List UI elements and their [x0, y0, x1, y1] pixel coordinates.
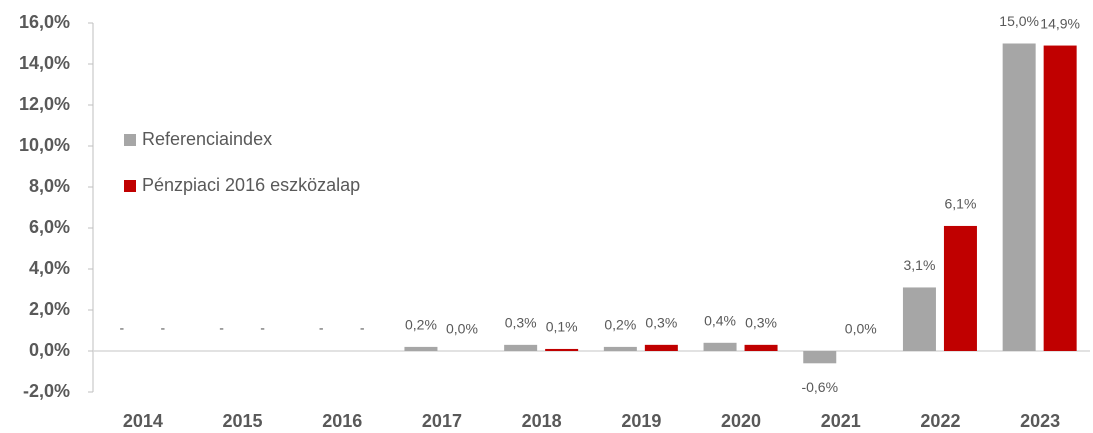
value-label: 0,3% — [505, 315, 537, 331]
y-tick-label: 0,0% — [29, 340, 70, 360]
x-tick-label: 2020 — [721, 411, 761, 431]
value-label: 0,0% — [446, 321, 478, 337]
value-label: 0,4% — [704, 313, 736, 329]
y-tick-label: 14,0% — [19, 53, 70, 73]
value-label: 6,1% — [944, 196, 976, 212]
value-label: 0,2% — [604, 317, 636, 333]
bar — [404, 346, 438, 351]
bar — [644, 344, 678, 351]
bar — [943, 225, 977, 351]
legend-label: Pénzpiaci 2016 eszközalap — [142, 175, 360, 195]
value-label: 0,2% — [405, 317, 437, 333]
bar — [1043, 45, 1077, 352]
value-label: - — [161, 320, 166, 336]
legend-label: Referenciaindex — [142, 129, 272, 149]
bar — [1002, 43, 1036, 351]
y-tick-label: 4,0% — [29, 258, 70, 278]
x-tick-label: 2021 — [821, 411, 861, 431]
y-tick-label: 8,0% — [29, 176, 70, 196]
value-label: - — [360, 320, 365, 336]
value-label: 3,1% — [903, 257, 935, 273]
bar — [803, 351, 837, 364]
y-tick-label: -2,0% — [23, 381, 70, 401]
value-label: 0,0% — [845, 321, 877, 337]
value-label: - — [219, 320, 224, 336]
x-tick-label: 2015 — [223, 411, 263, 431]
x-tick-label: 2022 — [920, 411, 960, 431]
value-label: -0,6% — [801, 379, 838, 395]
bar — [603, 346, 637, 351]
value-label: - — [319, 320, 324, 336]
value-label: - — [120, 320, 125, 336]
y-tick-label: 12,0% — [19, 94, 70, 114]
legend-swatch — [124, 134, 136, 146]
value-label: 0,3% — [645, 315, 677, 331]
bar — [902, 287, 936, 351]
y-tick-label: 6,0% — [29, 217, 70, 237]
value-label: - — [260, 320, 265, 336]
value-label: 15,0% — [999, 13, 1039, 29]
x-tick-label: 2014 — [123, 411, 163, 431]
bar — [504, 344, 538, 351]
x-tick-label: 2019 — [621, 411, 661, 431]
bar — [703, 342, 737, 351]
bar — [744, 344, 778, 351]
bar — [545, 348, 579, 351]
y-tick-label: 16,0% — [19, 12, 70, 32]
x-tick-label: 2018 — [522, 411, 562, 431]
value-label: 14,9% — [1040, 15, 1080, 31]
x-tick-label: 2023 — [1020, 411, 1060, 431]
y-tick-label: 10,0% — [19, 135, 70, 155]
value-label: 0,1% — [546, 319, 578, 335]
x-tick-label: 2016 — [322, 411, 362, 431]
x-tick-label: 2017 — [422, 411, 462, 431]
value-label: 0,3% — [745, 315, 777, 331]
y-tick-label: 2,0% — [29, 299, 70, 319]
legend-swatch — [124, 180, 136, 192]
